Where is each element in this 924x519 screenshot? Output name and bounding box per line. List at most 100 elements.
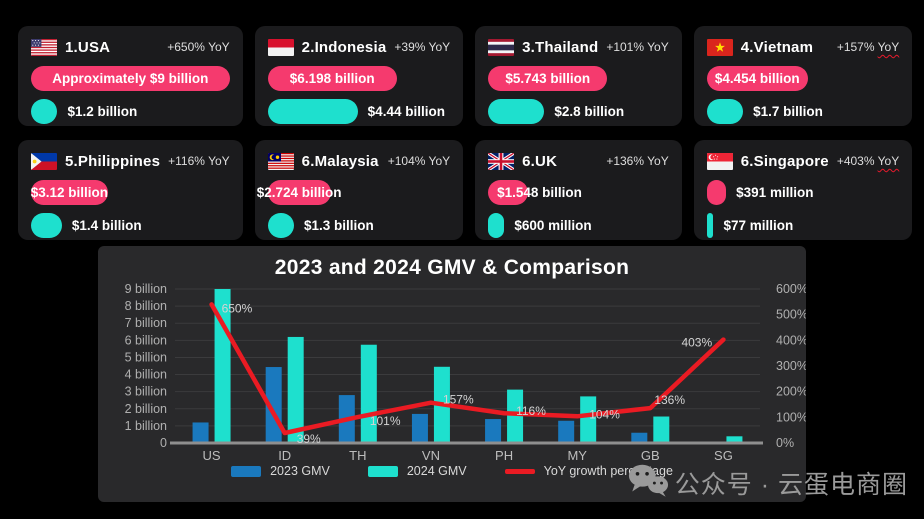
- card-header: 6.UK +136% YoY: [488, 150, 669, 172]
- svg-text:2 billion: 2 billion: [125, 402, 167, 416]
- yoy-value: +101%: [606, 40, 645, 54]
- yoy-unit: YoY: [428, 154, 451, 168]
- yoy-value: +136%: [606, 154, 645, 168]
- svg-text:TH: TH: [349, 448, 366, 462]
- vietnam-flag-icon: [706, 38, 733, 56]
- country-rank-name: 2.Indonesia: [301, 38, 387, 56]
- yoy-value: +104%: [387, 154, 426, 168]
- card-header: 2.Indonesia +39% YoY: [267, 36, 450, 58]
- country-card-indonesia: 2.Indonesia +39% YoY $6.198 billion $6.1…: [254, 26, 464, 126]
- yoy-growth: +116% YoY: [168, 154, 230, 168]
- gmv-2024-label: $2.724 billion: [256, 185, 342, 200]
- svg-text:VN: VN: [422, 448, 440, 462]
- card-header: 6.Malaysia +104% YoY: [267, 150, 451, 172]
- legend-swatch: [367, 465, 398, 477]
- yoy-unit: YoY: [428, 40, 451, 54]
- yoy-unit: YoY: [647, 40, 669, 54]
- card-header: 1.USA +650% YoY: [31, 36, 230, 58]
- svg-text:104%: 104%: [589, 407, 620, 421]
- gmv-2024-row: $3.12 billion $3.12 billion: [31, 180, 230, 205]
- usa-flag-icon: [31, 38, 57, 56]
- yoy-value: +39%: [394, 40, 429, 54]
- gmv-2023-row: $2.8 billion: [488, 99, 669, 124]
- svg-text:116%: 116%: [516, 404, 546, 418]
- gmv-2024-row: $391 million $391 million: [706, 180, 899, 205]
- svg-text:0: 0: [160, 436, 167, 450]
- watermark-text: 公众号 · 云蛋电商圈: [674, 470, 908, 499]
- country-rank-name: 3.Thailand: [522, 38, 599, 56]
- gmv-2023-label: $2.8 billion: [554, 104, 625, 119]
- gmv-2023-pill: [31, 213, 62, 238]
- legend-item-2024-gmv: 2024 GMV: [367, 464, 467, 478]
- svg-text:600%: 600%: [776, 282, 806, 296]
- svg-text:5 billion: 5 billion: [125, 350, 167, 364]
- gmv-2023-label: $1.3 billion: [304, 218, 374, 233]
- yoy-growth: +39% YoY: [394, 40, 450, 54]
- card-header: 3.Thailand +101% YoY: [488, 36, 669, 58]
- uk-flag-icon: [488, 152, 515, 170]
- svg-text:GB: GB: [641, 448, 660, 462]
- svg-text:8 billion: 8 billion: [125, 299, 167, 313]
- legend-swatch: [504, 468, 535, 474]
- svg-text:39%: 39%: [297, 432, 321, 446]
- country-card-usa: 1.USA +650% YoY Approximately $9 billion…: [18, 26, 243, 126]
- svg-text:MY: MY: [567, 448, 587, 462]
- svg-text:136%: 136%: [654, 393, 685, 407]
- gmv-2023-pill: [706, 213, 714, 238]
- gmv-2024-row: $6.198 billion $6.198 billion: [267, 66, 450, 91]
- gmv-2024-label: $1.548 billion: [497, 185, 582, 200]
- gmv-2023-pill: [488, 213, 505, 238]
- gmv-2024-row: Approximately $9 billion Approximately $…: [31, 66, 230, 91]
- legend-swatch: [231, 465, 262, 477]
- yoy-growth: +403% YoY: [837, 154, 899, 168]
- gmv-2023-row: $1.3 billion: [267, 213, 450, 238]
- yoy-unit: YoY: [647, 154, 669, 168]
- philippines-flag-icon: [31, 152, 57, 170]
- gmv-2024-pill: $391 million: [706, 180, 727, 205]
- country-card-singapore: 6.Singapore +403% YoY $391 million $391 …: [693, 140, 913, 240]
- gmv-2024-label: $3.12 billion: [30, 185, 108, 200]
- svg-text:3 billion: 3 billion: [125, 385, 167, 399]
- svg-text:9 billion: 9 billion: [125, 282, 167, 296]
- gmv-2023-pill: [488, 99, 545, 124]
- country-rank-name: 6.Malaysia: [301, 152, 379, 170]
- yoy-growth: +157% YoY: [837, 40, 899, 54]
- gmv-2023-row: $1.4 billion: [31, 213, 230, 238]
- country-card-uk: 6.UK +136% YoY $1.548 billion $1.548 bil…: [475, 140, 682, 240]
- svg-text:0%: 0%: [776, 436, 794, 450]
- yoy-value: +650%: [167, 40, 205, 54]
- svg-text:ID: ID: [278, 448, 291, 462]
- gmv-2023-label: $1.4 billion: [71, 218, 142, 233]
- malaysia-flag-icon: [267, 152, 294, 170]
- gmv-2023-pill: [267, 99, 358, 124]
- yoy-value: +403%: [836, 154, 875, 168]
- gmv-2024-row: $4.454 billion $4.454 billion: [706, 66, 899, 91]
- gmv-2023-label: $600 million: [514, 218, 592, 233]
- gmv-2023-row: $1.2 billion: [31, 99, 230, 124]
- svg-text:PH: PH: [495, 448, 513, 462]
- legend-label: 2023 GMV: [270, 464, 330, 478]
- gmv-2024-pill: $3.12 billion: [31, 180, 108, 205]
- yoy-value: +116%: [168, 154, 205, 168]
- gmv-2024-pill: Approximately $9 billion: [31, 66, 230, 91]
- card-header: 4.Vietnam +157% YoY: [706, 36, 899, 58]
- gmv-2023-label: $1.7 billion: [753, 104, 823, 119]
- country-cards-grid: 1.USA +650% YoY Approximately $9 billion…: [18, 26, 913, 240]
- gmv-2023-row: $1.7 billion: [706, 99, 899, 124]
- gmv-2024-label: $5.743 billion: [505, 71, 591, 86]
- svg-text:1 billion: 1 billion: [125, 419, 167, 433]
- legend-label: 2024 GMV: [406, 464, 467, 478]
- gmv-2023-row: $77 million: [706, 213, 899, 238]
- gmv-2024-row: $5.743 billion $5.743 billion: [488, 66, 669, 91]
- gmv-2024-label: $6.198 billion: [289, 71, 375, 86]
- country-rank-name: 4.Vietnam: [740, 38, 814, 56]
- svg-text:157%: 157%: [443, 393, 474, 407]
- gmv-2024-pill: $4.454 billion: [706, 66, 808, 91]
- svg-text:101%: 101%: [370, 414, 401, 428]
- gmv-2023-row: $4.44 billion: [267, 99, 450, 124]
- svg-text:6 billion: 6 billion: [125, 333, 167, 347]
- gmv-2024-row: $2.724 billion $2.724 billion: [257, 180, 450, 205]
- gmv-2023-pill: [31, 99, 58, 124]
- country-card-vietnam: 4.Vietnam +157% YoY $4.454 billion $4.45…: [693, 26, 913, 126]
- yoy-unit: YoY: [208, 40, 230, 54]
